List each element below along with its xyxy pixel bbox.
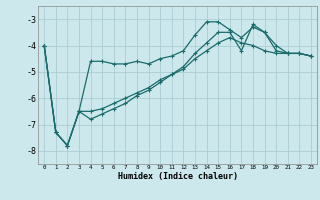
X-axis label: Humidex (Indice chaleur): Humidex (Indice chaleur) [118, 172, 238, 181]
